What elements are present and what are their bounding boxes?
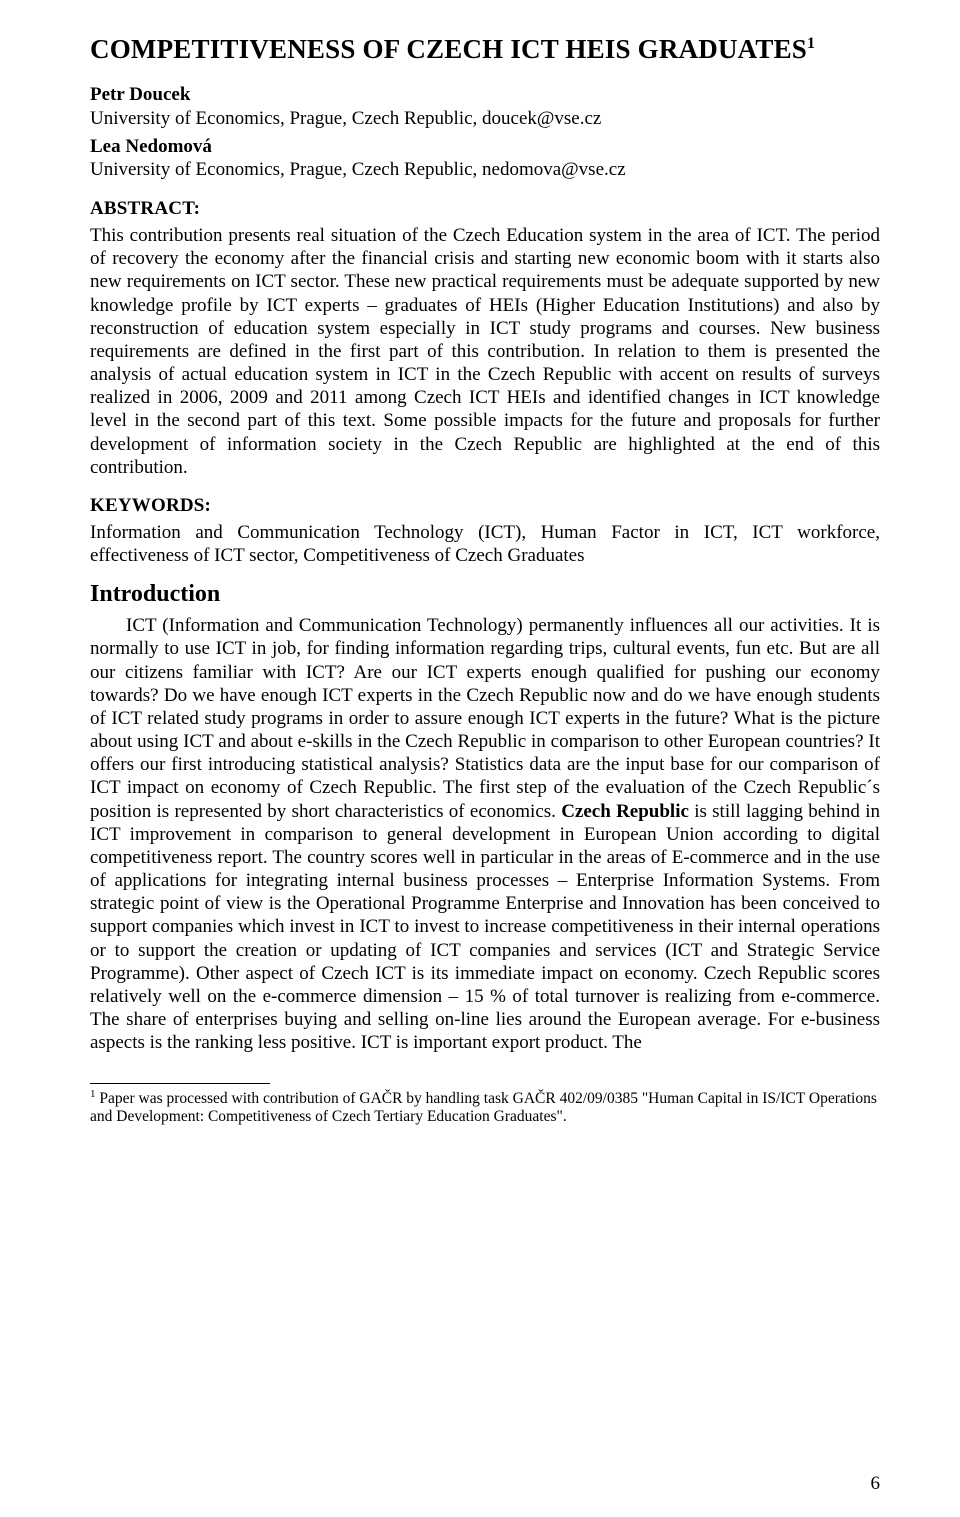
abstract-label: ABSTRACT: <box>90 198 880 220</box>
author-name-1: Petr Doucek <box>90 83 880 107</box>
page-number: 6 <box>871 1473 881 1495</box>
intro-bold-czech-republic: Czech Republic <box>561 801 689 822</box>
author-block-1: Petr Doucek University of Economics, Pra… <box>90 83 880 131</box>
author-name-2: Lea Nedomová <box>90 135 880 159</box>
keywords-label: KEYWORDS: <box>90 495 880 517</box>
author-affiliation-1: University of Economics, Prague, Czech R… <box>90 107 880 131</box>
introduction-paragraph: ICT (Information and Communication Techn… <box>90 614 880 1054</box>
page: COMPETITIVENESS OF CZECH ICT HEIS GRADUA… <box>0 0 960 1517</box>
keywords-body: Information and Communication Technology… <box>90 521 880 567</box>
intro-text-part2: is still lagging behind in ICT improveme… <box>90 801 880 1054</box>
footnote-text: Paper was processed with contribution of… <box>90 1090 877 1126</box>
author-affiliation-2: University of Economics, Prague, Czech R… <box>90 158 880 182</box>
section-heading-introduction: Introduction <box>90 581 880 608</box>
intro-text-part1: ICT (Information and Communication Techn… <box>90 615 880 821</box>
abstract-body: This contribution presents real situatio… <box>90 224 880 479</box>
title-footnote-mark: 1 <box>807 35 815 52</box>
title-text: COMPETITIVENESS OF CZECH ICT HEIS GRADUA… <box>90 34 807 64</box>
author-block-2: Lea Nedomová University of Economics, Pr… <box>90 135 880 183</box>
footnote-1: 1 Paper was processed with contribution … <box>90 1088 880 1127</box>
footnote-separator <box>90 1083 270 1084</box>
paper-title: COMPETITIVENESS OF CZECH ICT HEIS GRADUA… <box>90 34 880 65</box>
